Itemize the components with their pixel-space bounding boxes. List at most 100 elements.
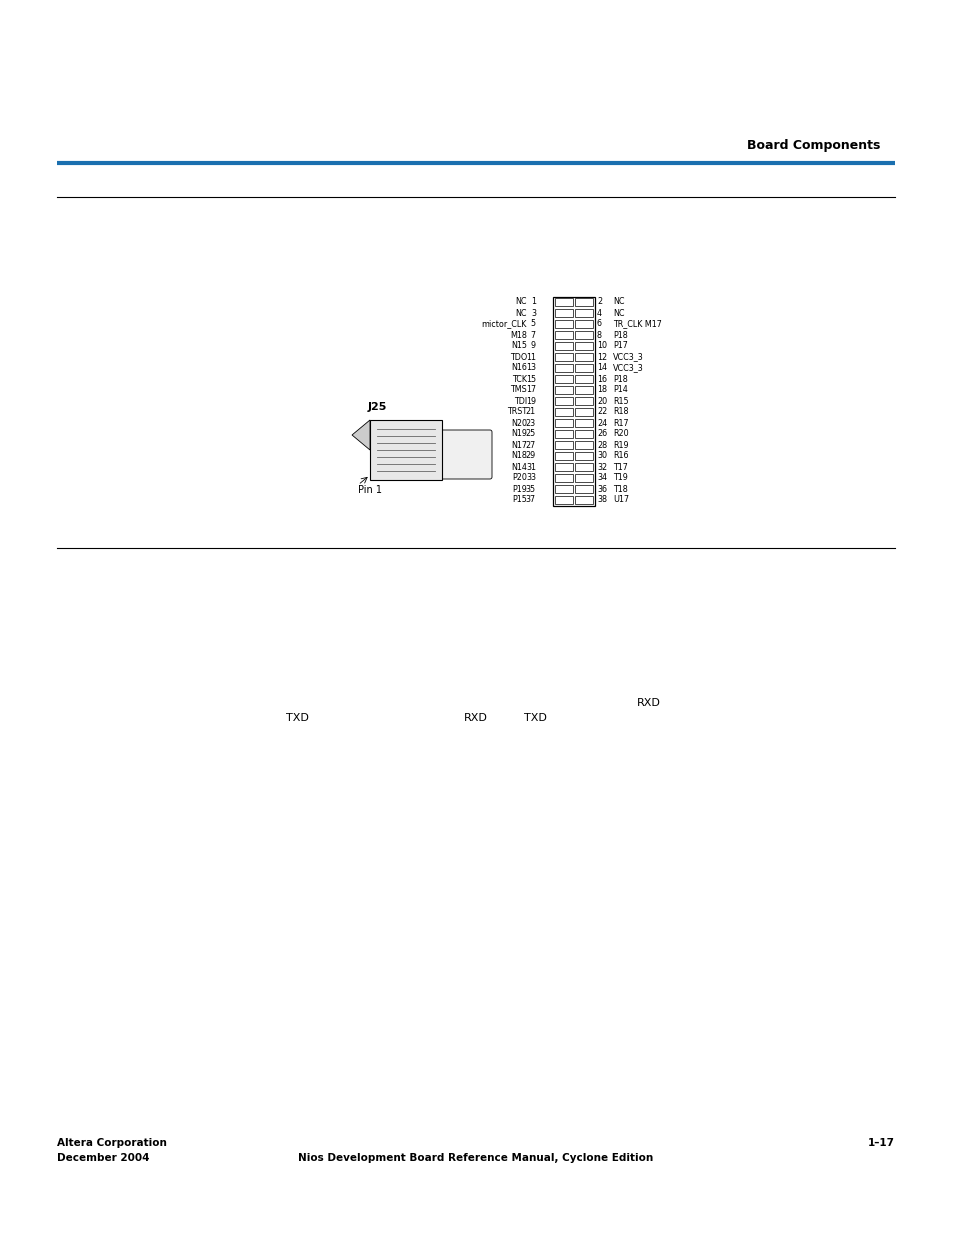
Bar [555, 396, 573, 405]
Bar [555, 474, 573, 482]
Text: R17: R17 [613, 419, 628, 427]
Text: N18: N18 [511, 452, 526, 461]
Text: NC: NC [515, 298, 526, 306]
Text: NC: NC [613, 298, 624, 306]
Text: TXD: TXD [285, 713, 308, 722]
Bar [555, 496, 573, 504]
Bar [555, 309, 573, 317]
Bar [575, 463, 593, 471]
Text: 1–17: 1–17 [867, 1137, 894, 1149]
Text: N20: N20 [511, 419, 526, 427]
Text: 27: 27 [525, 441, 536, 450]
Text: 28: 28 [597, 441, 606, 450]
FancyBboxPatch shape [428, 430, 492, 479]
Text: TXD: TXD [523, 713, 546, 722]
Bar [555, 331, 573, 338]
Text: NC: NC [613, 309, 624, 317]
Text: 21: 21 [525, 408, 536, 416]
Text: 5: 5 [530, 320, 536, 329]
Text: 1: 1 [531, 298, 536, 306]
Bar [575, 441, 593, 450]
Text: 15: 15 [525, 374, 536, 384]
Text: N14: N14 [511, 462, 526, 472]
Bar [555, 441, 573, 450]
Text: 33: 33 [525, 473, 536, 483]
Text: R15: R15 [613, 396, 628, 405]
Text: R20: R20 [613, 430, 628, 438]
Text: 8: 8 [597, 331, 601, 340]
Text: 4: 4 [597, 309, 601, 317]
Bar [575, 396, 593, 405]
Text: P19: P19 [512, 484, 526, 494]
Text: 32: 32 [597, 462, 606, 472]
Text: P15: P15 [512, 495, 526, 505]
Text: 16: 16 [597, 374, 606, 384]
Bar [555, 387, 573, 394]
Text: Board Components: Board Components [746, 140, 879, 152]
Text: 29: 29 [525, 452, 536, 461]
Text: Nios Development Board Reference Manual, Cyclone Edition: Nios Development Board Reference Manual,… [298, 1153, 653, 1163]
Text: 17: 17 [525, 385, 536, 394]
Text: 2: 2 [597, 298, 601, 306]
Text: N15: N15 [511, 342, 526, 351]
Bar [575, 364, 593, 372]
Bar [575, 408, 593, 416]
Bar [575, 298, 593, 306]
Text: December 2004: December 2004 [57, 1153, 150, 1163]
Bar [575, 430, 593, 438]
Bar [555, 485, 573, 493]
Text: 9: 9 [530, 342, 536, 351]
Text: 22: 22 [597, 408, 607, 416]
Text: P14: P14 [613, 385, 627, 394]
Bar [555, 353, 573, 361]
Text: 37: 37 [525, 495, 536, 505]
Bar [555, 419, 573, 427]
Text: P18: P18 [613, 331, 627, 340]
Bar [370, 420, 441, 480]
Bar [575, 342, 593, 350]
Text: 25: 25 [525, 430, 536, 438]
Text: T17: T17 [613, 462, 627, 472]
Bar [555, 342, 573, 350]
Bar [575, 320, 593, 329]
Text: Pin 1: Pin 1 [357, 485, 381, 495]
Text: P18: P18 [613, 374, 627, 384]
Text: N16: N16 [511, 363, 526, 373]
Text: TR_CLK M17: TR_CLK M17 [613, 320, 661, 329]
Text: P17: P17 [613, 342, 627, 351]
Bar [555, 408, 573, 416]
Text: 23: 23 [525, 419, 536, 427]
Text: TCK: TCK [512, 374, 526, 384]
Text: N17: N17 [511, 441, 526, 450]
Text: 12: 12 [597, 352, 606, 362]
Bar [575, 419, 593, 427]
Text: 36: 36 [597, 484, 606, 494]
Bar [555, 463, 573, 471]
Text: 19: 19 [525, 396, 536, 405]
Bar [575, 353, 593, 361]
Text: 3: 3 [531, 309, 536, 317]
Text: TRST: TRST [506, 408, 526, 416]
Text: TDO: TDO [509, 352, 526, 362]
Bar [555, 364, 573, 372]
Text: NC: NC [515, 309, 526, 317]
Text: M18: M18 [510, 331, 526, 340]
Polygon shape [352, 420, 370, 450]
Text: T18: T18 [613, 484, 627, 494]
Text: VCC3_3: VCC3_3 [613, 352, 643, 362]
Bar [575, 496, 593, 504]
Bar [575, 309, 593, 317]
Bar [575, 331, 593, 338]
Text: 11: 11 [525, 352, 536, 362]
Text: 10: 10 [597, 342, 606, 351]
Text: 35: 35 [525, 484, 536, 494]
Text: R16: R16 [613, 452, 628, 461]
Text: 20: 20 [597, 396, 606, 405]
Text: T19: T19 [613, 473, 627, 483]
Text: J25: J25 [368, 403, 387, 412]
Bar [575, 375, 593, 383]
Text: N19: N19 [511, 430, 526, 438]
Text: 6: 6 [597, 320, 601, 329]
Text: 30: 30 [597, 452, 606, 461]
Text: TDI: TDI [514, 396, 526, 405]
